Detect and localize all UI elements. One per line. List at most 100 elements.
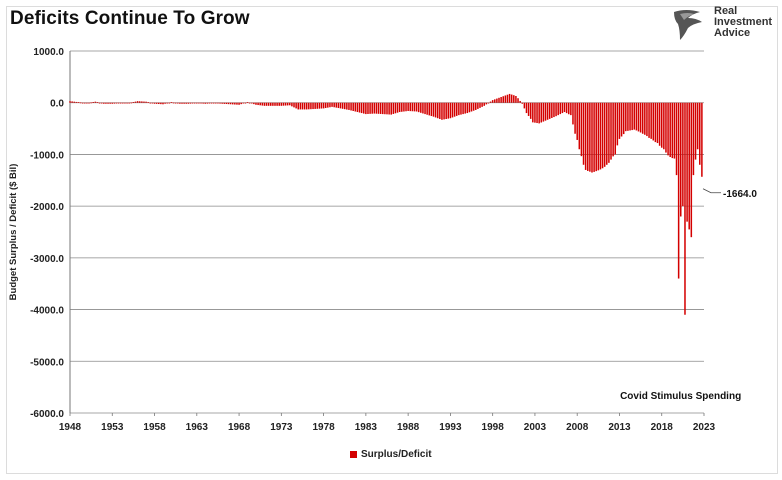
deficit-bar (103, 102, 105, 104)
end-value-leader (702, 188, 721, 194)
deficit-bar (75, 101, 78, 103)
deficit-bar (667, 102, 669, 156)
deficit-bar (356, 102, 359, 113)
deficit-bar (392, 102, 395, 114)
x-tick-label: 1993 (439, 422, 462, 433)
deficit-bar (684, 102, 686, 315)
deficit-bar (71, 101, 73, 103)
deficit-bar (500, 97, 502, 103)
deficit-bar (261, 102, 264, 106)
deficit-bar (701, 102, 703, 177)
deficit-bar (86, 102, 88, 104)
deficit-bar (168, 102, 171, 104)
deficit-bar (367, 102, 369, 114)
deficit-bar (122, 102, 124, 104)
deficit-bar (343, 102, 346, 110)
deficit-bar (352, 102, 354, 111)
x-tick-label: 1968 (228, 422, 251, 433)
x-tick-label: 1983 (355, 422, 378, 433)
deficit-bar (570, 102, 572, 116)
deficit-bar (234, 102, 236, 105)
deficit-bar (625, 102, 627, 132)
deficit-bar (339, 102, 342, 109)
deficit-bar (646, 102, 648, 137)
deficit-bar (491, 100, 494, 103)
deficit-bar (170, 102, 173, 103)
deficit-bar (105, 102, 107, 104)
deficit-bar (221, 102, 223, 104)
deficit-bar (675, 102, 678, 176)
deficit-bar (263, 102, 266, 106)
deficit-bar (394, 102, 397, 114)
deficit-bar (384, 102, 386, 115)
deficit-bar (382, 102, 384, 115)
deficit-bar (217, 102, 219, 104)
deficit-bar (369, 102, 371, 114)
deficit-bar (362, 102, 365, 114)
deficit-bar (673, 102, 676, 159)
y-tick-label: -1000.0 (30, 150, 64, 161)
deficit-bar (686, 102, 688, 222)
deficit-bar (248, 102, 251, 104)
deficit-bar (608, 102, 610, 163)
deficit-bar (430, 102, 433, 117)
y-tick-label: -4000.0 (30, 306, 64, 317)
deficit-bar (483, 102, 485, 106)
deficit-bar (458, 102, 460, 116)
deficit-bar (451, 102, 454, 118)
deficit-bar (538, 102, 540, 124)
deficit-bar (525, 102, 528, 114)
deficit-bar (591, 102, 593, 173)
y-tick-label: -6000.0 (30, 409, 64, 420)
legend-label: Surplus/Deficit (361, 449, 432, 460)
deficit-bar (215, 102, 217, 104)
deficit-bar (521, 102, 524, 104)
deficit-bar (276, 102, 278, 106)
deficit-bar (284, 102, 287, 106)
deficit-bar (373, 102, 376, 114)
deficit-bar (593, 102, 595, 172)
deficit-bar (293, 102, 295, 108)
deficit-bar (246, 102, 249, 103)
deficit-bar (371, 102, 373, 114)
deficit-bar (576, 102, 578, 140)
deficit-bar (280, 102, 283, 106)
deficit-bar (496, 98, 498, 103)
deficit-bar (301, 102, 304, 110)
deficit-bar (644, 102, 646, 135)
x-tick-label: 1973 (270, 422, 293, 433)
deficit-bar (563, 102, 566, 113)
deficit-bar (597, 102, 600, 171)
deficit-bar (379, 102, 382, 114)
deficit-bar (567, 102, 570, 115)
deficit-bar (688, 102, 690, 230)
deficit-bar (255, 102, 257, 105)
deficit-bar (510, 94, 513, 103)
brand-logo: Real Investment Advice (670, 6, 778, 42)
deficit-bar (183, 102, 185, 104)
end-value-label: -1664.0 (723, 189, 757, 200)
deficit-bar (669, 102, 671, 158)
deficit-bar (329, 102, 331, 108)
deficit-bar (599, 102, 602, 170)
deficit-bar (426, 102, 428, 115)
deficit-bar (502, 96, 504, 103)
deficit-bar (390, 102, 392, 115)
brand-line-2: Investment (714, 16, 773, 28)
deficit-bar (544, 102, 547, 121)
deficit-bar (472, 102, 475, 111)
deficit-bar (132, 102, 135, 103)
deficit-bar (172, 102, 175, 104)
deficit-bar (109, 102, 111, 104)
deficit-bar (699, 102, 701, 165)
deficit-bar (202, 102, 204, 104)
deficit-bar (341, 102, 344, 109)
deficit-bar (265, 102, 268, 106)
deficit-bar (295, 102, 297, 109)
deficit-bar (595, 102, 597, 172)
deficit-bar (658, 102, 661, 146)
deficit-bar (555, 102, 557, 117)
deficit-bar (656, 102, 659, 144)
deficit-bar (396, 102, 399, 113)
